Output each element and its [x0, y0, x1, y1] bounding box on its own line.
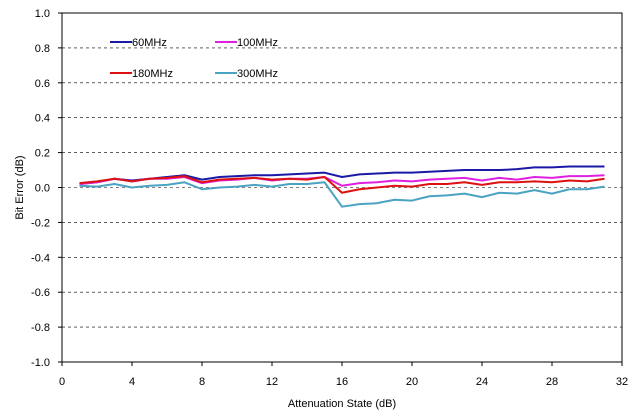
x-tick-label: 0: [59, 376, 65, 388]
y-tick-label: -0.2: [31, 217, 50, 229]
y-axis: 1.0 0.8 0.6 0.4 0.2 0.0 -0.2 -0.4 -0.6 -0.8 -1.0: [31, 8, 62, 369]
series-line-300MHz: [79, 181, 605, 208]
y-tick-label: 0.4: [35, 113, 50, 125]
x-tick-label: 4: [129, 376, 135, 388]
y-tick-label: -0.4: [31, 252, 50, 264]
y-tick-label: 0.2: [35, 148, 50, 160]
legend: 60MHz 100MHz 180MHz 300MHz: [110, 37, 278, 80]
x-axis: 0 4 8 12 16 20 24 28 32: [59, 362, 628, 388]
y-tick-label: -1.0: [31, 357, 50, 369]
legend-label: 180MHz: [132, 68, 173, 80]
series-group: [79, 165, 605, 208]
y-tick-label: -0.6: [31, 287, 50, 299]
y-tick-label: -0.8: [31, 322, 50, 334]
x-tick-label: 32: [616, 376, 628, 388]
x-tick-label: 12: [266, 376, 278, 388]
y-tick-label: 0.6: [35, 78, 50, 90]
y-tick-label: 1.0: [35, 8, 50, 20]
x-tick-label: 24: [476, 376, 488, 388]
x-tick-label: 16: [336, 376, 348, 388]
legend-label: 100MHz: [237, 37, 278, 49]
x-tick-label: 20: [406, 376, 418, 388]
y-tick-label: 0.8: [35, 43, 50, 55]
y-axis-label: Bit Error (dB): [14, 155, 26, 219]
x-tick-label: 28: [546, 376, 558, 388]
x-axis-label: Attenuation State (dB): [288, 398, 396, 410]
series-line-180MHz: [79, 175, 605, 194]
gridlines: [62, 47, 622, 328]
legend-label: 300MHz: [237, 68, 278, 80]
x-tick-label: 8: [199, 376, 205, 388]
legend-label: 60MHz: [132, 37, 167, 49]
y-tick-label: 0.0: [35, 183, 50, 195]
